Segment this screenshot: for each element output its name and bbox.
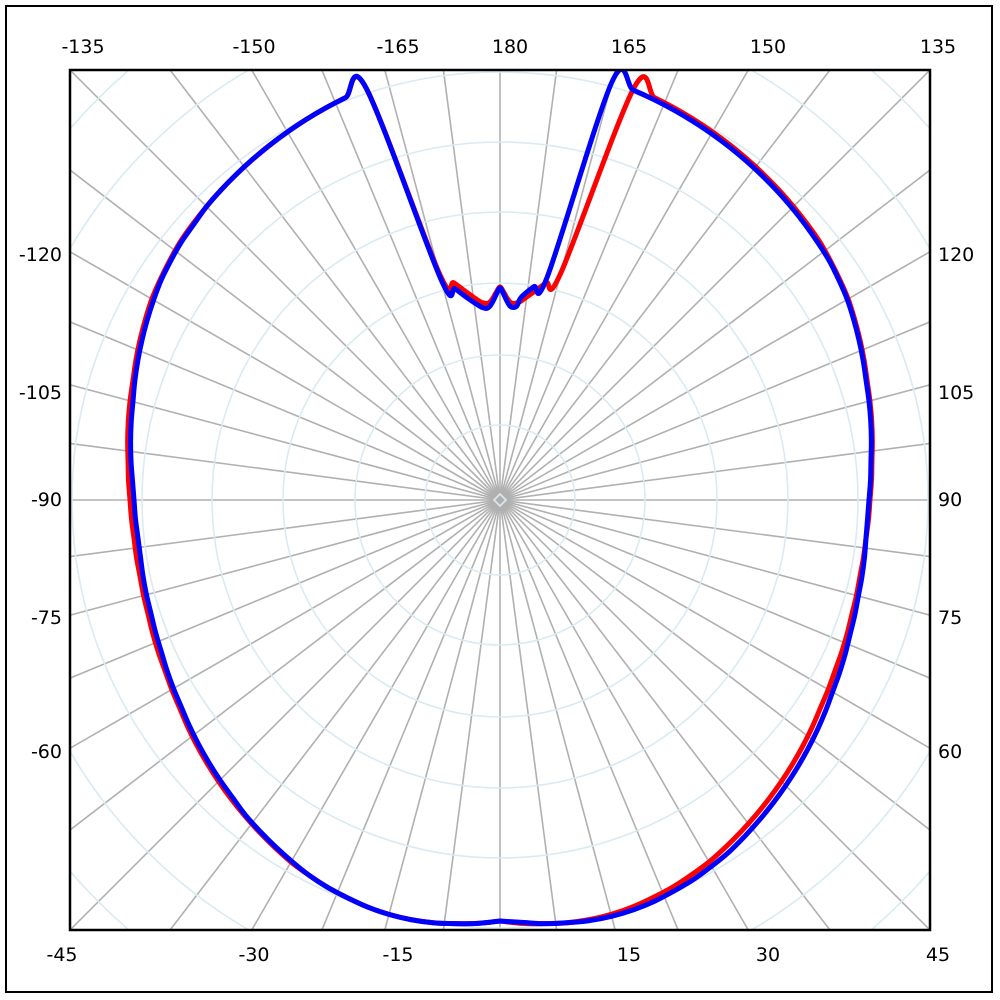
- bottom-axis-tick-label-0: -45: [46, 944, 78, 966]
- right-axis-tick-label-2: 90: [938, 489, 963, 511]
- top-axis-tick-label-3: 180: [491, 36, 529, 58]
- spoke-gridline: [499, 499, 930, 930]
- top-axis-tick-label-1: -150: [232, 36, 276, 58]
- ring-gridline: [141, 141, 859, 859]
- ring-gridline: [211, 211, 789, 789]
- bottom-axis-tick-label-3: 15: [616, 944, 642, 966]
- figure-outer-border: [5, 5, 993, 993]
- right-axis-tick-label-1: 105: [938, 382, 975, 404]
- bottom-axis-tick-label-4: 30: [755, 944, 781, 966]
- left-axis-tick-label-1: -105: [18, 382, 62, 404]
- spoke-gridline: [70, 70, 501, 501]
- top-axis-tick-label-2: -165: [376, 36, 420, 58]
- plot-area-frame: [68, 68, 932, 932]
- left-axis-tick-label-0: -120: [18, 244, 62, 266]
- spoke-gridline: [499, 70, 930, 501]
- pattern-series-layer: [125, 70, 875, 927]
- ring-gridline: [282, 282, 718, 718]
- left-axis-tick-label-4: -60: [30, 741, 62, 763]
- bottom-axis-tick-label-5: 45: [925, 944, 951, 966]
- ring-gridline: [354, 354, 646, 646]
- right-axis-tick-label-3: 75: [938, 607, 963, 629]
- left-axis-tick-label-2: -90: [30, 489, 62, 511]
- bottom-axis-tick-label-2: -15: [382, 944, 414, 966]
- series-line-pattern-blue: [128, 70, 874, 927]
- right-axis-tick-label-0: 120: [938, 244, 975, 266]
- right-axis-tick-label-4: 60: [938, 741, 963, 763]
- top-axis-tick-label-0: -135: [61, 36, 105, 58]
- top-axis-tick-label-4: 165: [610, 36, 648, 58]
- ring-gridline: [71, 71, 929, 929]
- ring-gridline: [424, 424, 576, 576]
- top-axis-tick-label-5: 150: [749, 36, 787, 58]
- left-axis-tick-label-3: -75: [30, 607, 62, 629]
- polar-origin-marker: [492, 492, 508, 508]
- bottom-axis-tick-label-1: -30: [238, 944, 270, 966]
- top-axis-tick-label-6: 135: [919, 36, 957, 58]
- spoke-gridline: [70, 499, 501, 930]
